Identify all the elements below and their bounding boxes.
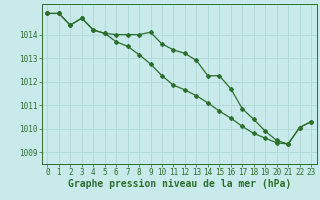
X-axis label: Graphe pression niveau de la mer (hPa): Graphe pression niveau de la mer (hPa) <box>68 179 291 189</box>
